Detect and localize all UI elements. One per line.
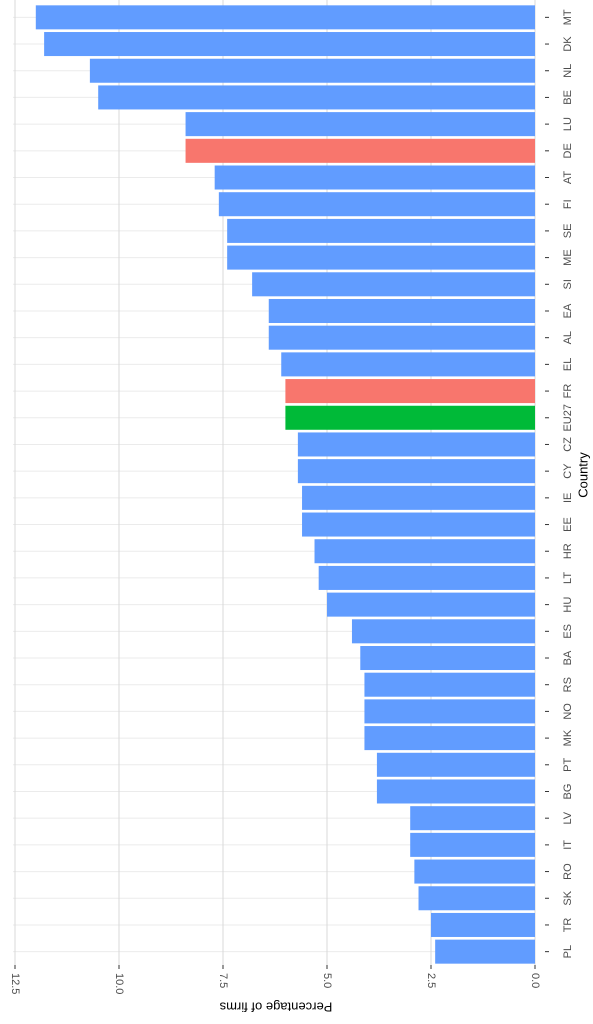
y-tick-label: NO xyxy=(562,703,574,720)
bar xyxy=(268,325,535,350)
x-tick-label: 2.5 xyxy=(425,973,437,988)
y-tick-label: ME xyxy=(562,249,574,266)
y-axis-title: Country xyxy=(575,452,590,498)
y-tick-label: IE xyxy=(562,493,574,503)
y-tick-label: FI xyxy=(562,199,574,209)
bar xyxy=(297,432,535,457)
y-tick-label: PT xyxy=(562,757,574,771)
bar xyxy=(327,592,535,617)
bar xyxy=(360,646,535,671)
bar xyxy=(297,459,535,484)
bar xyxy=(268,298,535,323)
x-tick-label: 10.0 xyxy=(113,973,125,994)
bar xyxy=(351,619,535,644)
y-tick-label: DE xyxy=(562,143,574,158)
y-tick-label: LT xyxy=(562,572,574,584)
bar xyxy=(364,672,535,697)
bar xyxy=(376,779,535,804)
y-tick-label: DK xyxy=(562,36,574,52)
y-tick-label: FR xyxy=(562,384,574,399)
y-tick-label: BE xyxy=(562,90,574,105)
y-tick-label: EE xyxy=(562,517,574,532)
bar xyxy=(218,192,535,217)
y-tick-label: NL xyxy=(562,64,574,78)
y-tick-label: LV xyxy=(562,811,574,824)
y-tick-label: AT xyxy=(562,171,574,185)
x-axis-title: Percentage of firms xyxy=(219,1000,332,1015)
x-tick-label: 7.5 xyxy=(217,973,229,988)
y-tick-label: IT xyxy=(562,840,574,850)
bar xyxy=(35,5,536,30)
bar xyxy=(318,565,535,590)
bar xyxy=(364,726,535,751)
x-tick-label: 0.0 xyxy=(529,973,541,988)
y-tick-label: EL xyxy=(562,358,574,371)
bar xyxy=(98,85,535,110)
y-tick-label: HU xyxy=(562,597,574,613)
y-tick-label: HR xyxy=(562,543,574,559)
y-tick-label: MK xyxy=(562,729,574,746)
bar xyxy=(314,539,535,564)
y-tick-label: CZ xyxy=(562,437,574,452)
bar xyxy=(185,138,535,163)
bar xyxy=(302,485,535,510)
y-tick-label: PL xyxy=(562,945,574,958)
bar xyxy=(435,939,535,964)
bar xyxy=(44,32,536,57)
bar xyxy=(376,752,535,777)
y-tick-label: SK xyxy=(562,890,574,905)
y-tick-label: RO xyxy=(562,863,574,880)
bar xyxy=(252,272,535,297)
bar xyxy=(410,806,535,831)
bar xyxy=(227,245,535,270)
y-tick-label: BA xyxy=(562,650,574,665)
bar xyxy=(302,512,535,537)
bar xyxy=(227,218,535,243)
y-tick-label: SI xyxy=(562,279,574,289)
bar xyxy=(410,832,535,857)
y-tick-label: ES xyxy=(562,624,574,639)
bar xyxy=(414,859,535,884)
bar xyxy=(281,352,535,377)
y-tick-label: LU xyxy=(562,117,574,131)
bar xyxy=(285,405,535,430)
y-tick-label: RS xyxy=(562,677,574,692)
x-tick-label: 5.0 xyxy=(321,973,333,988)
y-tick-label: MT xyxy=(562,9,574,25)
y-tick-label: EA xyxy=(562,303,574,318)
bar xyxy=(89,58,535,83)
y-tick-label: BG xyxy=(562,784,574,800)
bar xyxy=(431,912,535,937)
x-tick-label: 12.5 xyxy=(9,973,21,994)
bar xyxy=(214,165,535,190)
y-tick-label: AL xyxy=(562,331,574,344)
bar xyxy=(185,112,535,137)
bar xyxy=(364,699,535,724)
y-tick-label: TR xyxy=(562,918,574,933)
y-tick-label: SE xyxy=(562,224,574,239)
y-tick-label: EU27 xyxy=(562,404,574,432)
bar xyxy=(418,886,535,911)
bar xyxy=(285,379,535,404)
y-tick-label: CY xyxy=(562,463,574,479)
